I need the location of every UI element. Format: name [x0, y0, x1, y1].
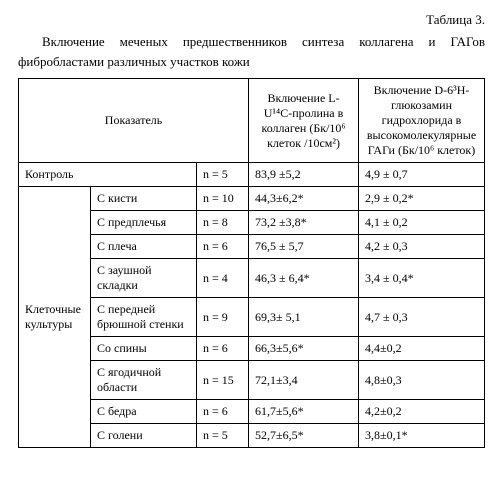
table-row: Клеточные культуры С кисти n = 10 44,3±6… — [19, 187, 485, 211]
header-glucosamine: Включение D-6³H-глюкозамин гидрохлорида … — [359, 79, 485, 163]
header-proline: Включение L-U¹⁴C-пролина в коллаген (Бк/… — [249, 79, 359, 163]
v2-cell: 3,8±0,1* — [359, 424, 485, 448]
v1-cell: 44,3±6,2* — [249, 187, 359, 211]
control-row: Контроль n = 5 83,9 ±5,2 4,9 ± 0,7 — [19, 163, 485, 187]
n-cell: n = 6 — [197, 337, 249, 361]
site-cell: С ягодичной области — [91, 361, 197, 400]
v2-cell: 4,2±0,2 — [359, 400, 485, 424]
control-label: Контроль — [19, 163, 197, 187]
site-cell: С бедра — [91, 400, 197, 424]
n-cell: n = 9 — [197, 298, 249, 337]
n-cell: n = 6 — [197, 400, 249, 424]
site-cell: С голени — [91, 424, 197, 448]
v2-cell: 4,7 ± 0,3 — [359, 298, 485, 337]
n-cell: n = 8 — [197, 211, 249, 235]
group-label: Клеточные культуры — [19, 187, 91, 448]
v1-cell: 72,1±3,4 — [249, 361, 359, 400]
n-cell: n = 10 — [197, 187, 249, 211]
control-v2: 4,9 ± 0,7 — [359, 163, 485, 187]
site-cell: Со спины — [91, 337, 197, 361]
v2-cell: 4,2 ± 0,3 — [359, 235, 485, 259]
n-cell: n = 5 — [197, 424, 249, 448]
table-caption: Включение меченых предшественников синте… — [18, 32, 485, 72]
v1-cell: 76,5 ± 5,7 — [249, 235, 359, 259]
site-cell: С плеча — [91, 235, 197, 259]
site-cell: С предплечья — [91, 211, 197, 235]
v2-cell: 2,9 ± 0,2* — [359, 187, 485, 211]
v2-cell: 4,1 ± 0,2 — [359, 211, 485, 235]
v1-cell: 46,3 ± 6,4* — [249, 259, 359, 298]
v1-cell: 69,3± 5,1 — [249, 298, 359, 337]
site-cell: С кисти — [91, 187, 197, 211]
v2-cell: 4,4±0,2 — [359, 337, 485, 361]
site-cell: С заушной складки — [91, 259, 197, 298]
table-number-label: Таблица 3. — [18, 12, 485, 28]
n-cell: n = 4 — [197, 259, 249, 298]
header-indicator: Показатель — [19, 79, 249, 163]
table-header-row: Показатель Включение L-U¹⁴C-пролина в ко… — [19, 79, 485, 163]
v1-cell: 66,3±5,6* — [249, 337, 359, 361]
data-table: Показатель Включение L-U¹⁴C-пролина в ко… — [18, 78, 485, 448]
site-cell: С передней брюшной стенки — [91, 298, 197, 337]
control-n: n = 5 — [197, 163, 249, 187]
v1-cell: 73,2 ±3,8* — [249, 211, 359, 235]
v2-cell: 4,8±0,3 — [359, 361, 485, 400]
v1-cell: 52,7±6,5* — [249, 424, 359, 448]
n-cell: n = 15 — [197, 361, 249, 400]
n-cell: n = 6 — [197, 235, 249, 259]
control-v1: 83,9 ±5,2 — [249, 163, 359, 187]
v2-cell: 3,4 ± 0,4* — [359, 259, 485, 298]
v1-cell: 61,7±5,6* — [249, 400, 359, 424]
